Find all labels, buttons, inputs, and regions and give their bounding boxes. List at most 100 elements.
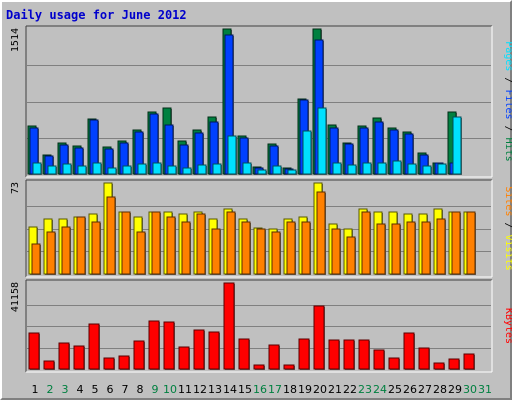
- bar-sites-13: [211, 228, 221, 275]
- bar-kbytes-18: [283, 364, 295, 370]
- bar-pages-22: [347, 164, 357, 175]
- x-label-2: 2: [47, 383, 54, 396]
- bar-sites-24: [376, 223, 386, 275]
- x-label-16: 16: [253, 383, 267, 396]
- bar-pages-19: [302, 130, 312, 175]
- bar-sites-9: [151, 211, 161, 275]
- bar-pages-18: [287, 169, 297, 175]
- bar-kbytes-7: [118, 355, 130, 370]
- bar-pages-15: [242, 162, 252, 175]
- x-label-20: 20: [313, 383, 327, 396]
- bar-kbytes-11: [178, 346, 190, 370]
- panel-1: 1514 Pages / Files / Hits: [10, 25, 512, 178]
- bar-pages-26: [407, 163, 417, 175]
- bar-kbytes-9: [148, 320, 160, 370]
- bar-kbytes-8: [133, 340, 145, 370]
- bar-kbytes-12: [193, 329, 205, 370]
- bar-kbytes-26: [403, 332, 415, 370]
- panel-legend: Sites / Visits: [503, 186, 512, 270]
- x-label-26: 26: [403, 383, 417, 396]
- x-label-1: 1: [32, 383, 39, 396]
- bar-sites-14: [226, 211, 236, 275]
- bar-pages-2: [47, 165, 57, 175]
- x-label-19: 19: [298, 383, 312, 396]
- bar-kbytes-2: [43, 360, 55, 370]
- bar-kbytes-28: [433, 362, 445, 370]
- bar-sites-7: [121, 211, 131, 275]
- x-label-18: 18: [283, 383, 297, 396]
- legend-separator: /: [503, 120, 512, 138]
- x-label-13: 13: [208, 383, 222, 396]
- legend-hits: Hits: [503, 138, 512, 162]
- y-max-label: 41158: [10, 282, 21, 312]
- bar-sites-20: [316, 191, 326, 275]
- bar-kbytes-20: [313, 305, 325, 370]
- bar-kbytes-19: [298, 338, 310, 370]
- x-label-21: 21: [328, 383, 342, 396]
- bar-sites-1: [31, 243, 41, 275]
- bar-pages-25: [392, 160, 402, 175]
- bar-sites-19: [301, 221, 311, 275]
- bar-sites-25: [391, 223, 401, 275]
- x-label-23: 23: [358, 383, 372, 396]
- bar-pages-24: [377, 162, 387, 175]
- bar-pages-4: [77, 165, 87, 175]
- bar-kbytes-17: [268, 344, 280, 370]
- bar-kbytes-21: [328, 339, 340, 370]
- legend-kbytes: KBytes: [503, 308, 512, 344]
- bar-kbytes-5: [88, 323, 100, 370]
- bar-sites-29: [451, 211, 461, 275]
- bar-sites-15: [241, 221, 251, 275]
- bar-kbytes-27: [418, 347, 430, 370]
- bar-pages-20: [317, 107, 327, 175]
- x-label-9: 9: [152, 383, 159, 396]
- bar-pages-27: [422, 165, 432, 175]
- bar-sites-11: [181, 221, 191, 275]
- chart-title: Daily usage for June 2012: [6, 8, 187, 22]
- x-axis-labels: 1 2 3 4 5 6 7 8 9 10 11 12 13 14 15 16 17 18 19 20 21 22 23 24 2…: [32, 383, 493, 396]
- bar-sites-4: [76, 216, 86, 275]
- bar-pages-21: [332, 162, 342, 175]
- bar-sites-10: [166, 216, 176, 275]
- bar-sites-16: [256, 228, 266, 275]
- legend-separator: /: [503, 216, 512, 234]
- panel-3: 41158 KBytes: [10, 279, 512, 373]
- legend-sites: Sites: [503, 186, 512, 216]
- x-label-15: 15: [238, 383, 252, 396]
- y-max-label: 1514: [10, 28, 21, 52]
- x-label-8: 8: [137, 383, 144, 396]
- bar-pages-29: [452, 116, 462, 175]
- x-label-31: 31: [478, 383, 492, 396]
- bar-pages-28: [437, 163, 447, 175]
- bar-sites-2: [46, 231, 56, 275]
- bar-kbytes-24: [373, 349, 385, 370]
- bar-pages-3: [62, 163, 72, 175]
- x-label-25: 25: [388, 383, 402, 396]
- bar-kbytes-6: [103, 357, 115, 370]
- bar-pages-12: [197, 164, 207, 175]
- bar-pages-11: [182, 167, 192, 175]
- x-label-7: 7: [122, 383, 129, 396]
- bar-sites-28: [436, 218, 446, 275]
- bar-pages-8: [137, 163, 147, 175]
- y-max-label: 73: [10, 182, 21, 194]
- bar-kbytes-4: [73, 345, 85, 370]
- x-label-24: 24: [373, 383, 387, 396]
- bar-sites-8: [136, 231, 146, 275]
- bar-kbytes-29: [448, 358, 460, 370]
- x-label-6: 6: [107, 383, 114, 396]
- bar-sites-23: [361, 211, 371, 275]
- legend-pages: Pages: [503, 41, 512, 71]
- legend-separator: /: [503, 71, 512, 89]
- bar-kbytes-30: [463, 353, 475, 370]
- bar-sites-22: [346, 236, 356, 275]
- bar-pages-5: [92, 162, 102, 175]
- panel-legend: KBytes: [503, 308, 512, 344]
- bar-kbytes-14: [223, 282, 235, 370]
- chart-panels: 1514 Pages / Files / Hits 73 Sites / Visits…: [10, 25, 512, 373]
- bar-kbytes-22: [343, 339, 355, 370]
- bar-sites-6: [106, 196, 116, 275]
- x-label-14: 14: [223, 383, 237, 396]
- x-label-30: 30: [463, 383, 477, 396]
